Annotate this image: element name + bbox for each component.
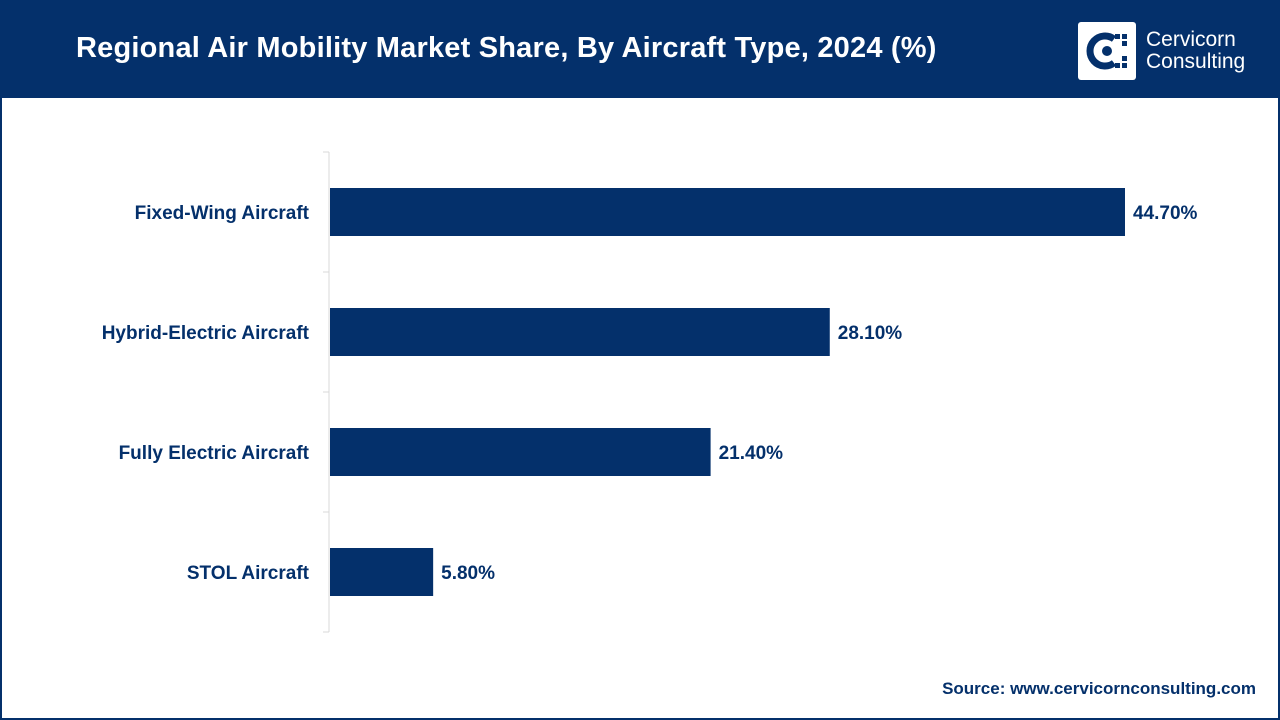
category-label: STOL Aircraft [187,563,310,584]
chart-title: Regional Air Mobility Market Share, By A… [76,32,937,64]
logo-mark-icon [1078,22,1136,80]
data-label: 28.10% [838,323,903,344]
category-label: Fully Electric Aircraft [119,443,310,464]
brand-logo: Cervicorn Consulting [1078,22,1260,80]
bar [330,188,1125,236]
bar [330,428,711,476]
logo-text: Cervicorn Consulting [1146,29,1245,73]
bar [330,308,830,356]
logo-line-2: Consulting [1146,50,1246,73]
category-label: Fixed-Wing Aircraft [135,203,310,224]
logo-line-1: Cervicorn [1146,28,1236,51]
data-label: 5.80% [441,563,495,584]
bar [330,548,434,596]
data-label: 21.40% [719,443,784,464]
header-bar: Regional Air Mobility Market Share, By A… [2,2,1278,98]
source-note: Source: www.cervicornconsulting.com [942,679,1256,698]
category-label: Hybrid-Electric Aircraft [102,323,310,344]
data-label: 44.70% [1133,203,1198,224]
